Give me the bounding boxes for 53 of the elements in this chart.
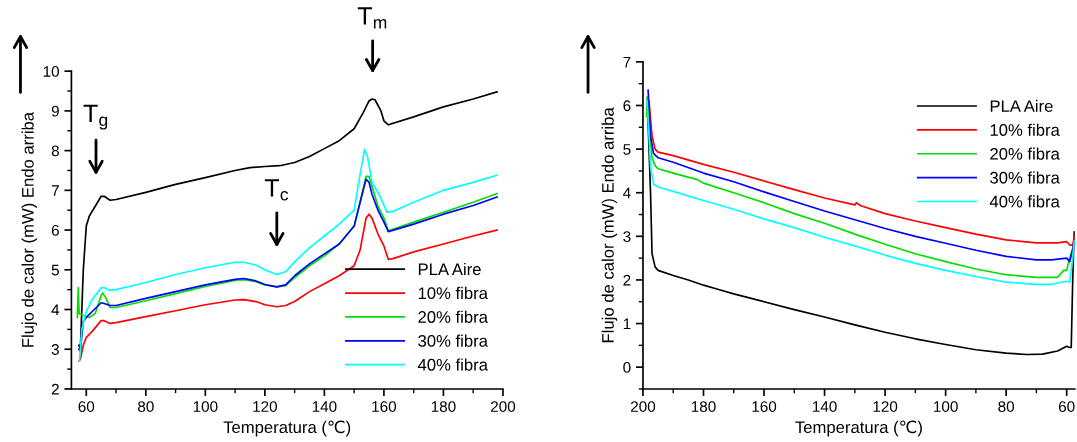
y-tick-label: 6 (51, 224, 59, 236)
x-tick-label: 200 (630, 401, 656, 412)
x-tick-label: 120 (253, 401, 278, 412)
x-tick-label: 80 (137, 401, 154, 412)
legend-label: 40% fibra (989, 195, 1060, 208)
y-tick-label: 7 (51, 185, 59, 196)
legend-label: 30% fibra (418, 334, 488, 347)
y-tick-label: 2 (623, 274, 631, 286)
y-tick-label: 9 (51, 105, 59, 117)
y-tick-label: 0 (623, 362, 631, 373)
x-tick-label: 60 (78, 401, 95, 412)
x-tick-label: 180 (431, 401, 456, 412)
y-axis-title: Flujo de calor (mW) Endo arriba (21, 111, 38, 347)
legend-label: PLA Aire (990, 99, 1053, 113)
x-axis-title: Temperatura (℃) (795, 420, 922, 437)
legend-label: 20% fibra (418, 310, 488, 323)
x-tick-label: 140 (812, 401, 837, 412)
line-series (648, 100, 1075, 246)
x-tick-label: 200 (490, 401, 516, 412)
y-tick-label: 4 (623, 187, 631, 199)
x-tick-label: 180 (691, 401, 716, 412)
y-tick-label: 8 (51, 145, 59, 157)
x-tick-label: 120 (873, 401, 898, 412)
annotation: T$_{g}$ (83, 104, 108, 130)
line-series (78, 178, 498, 353)
y-tick-label: 5 (623, 144, 631, 155)
y-tick-label: 5 (51, 264, 59, 276)
legend-label: 30% fibra (990, 171, 1060, 184)
x-tick-label: 100 (193, 401, 218, 412)
x-tick-label: 160 (372, 401, 397, 412)
x-tick-label: 60 (1058, 401, 1075, 412)
legend-label: 40% fibra (417, 358, 488, 371)
legend-label: 10% fibra (418, 286, 488, 300)
y-axis-title: Flujo de calor (mW) Endo arriba (601, 107, 618, 343)
x-tick-label: 160 (752, 401, 777, 412)
y-tick-label: 6 (623, 100, 631, 112)
y-tick-label: 7 (623, 56, 631, 68)
x-axis-title: Temperatura (℃) (223, 420, 351, 437)
legend-label: 20% fibra (990, 147, 1060, 160)
y-tick-label: 2 (51, 383, 59, 395)
line-series (78, 90, 498, 351)
x-tick-label: 140 (312, 401, 337, 412)
text: T$_{m}$ (357, 7, 387, 29)
x-tick-label: 100 (934, 401, 958, 412)
y-tick-label: 3 (51, 344, 59, 355)
legend-label: PLA Aire (418, 262, 481, 276)
y-tick-label: 1 (623, 318, 631, 330)
legend-label: 10% fibra (990, 123, 1060, 136)
y-tick-label: 4 (51, 304, 60, 316)
y-tick-label: 10 (43, 66, 59, 77)
annotation: T$_{c}$ (264, 179, 289, 201)
x-tick-label: 80 (998, 401, 1015, 412)
y-tick-label: 3 (623, 231, 631, 243)
